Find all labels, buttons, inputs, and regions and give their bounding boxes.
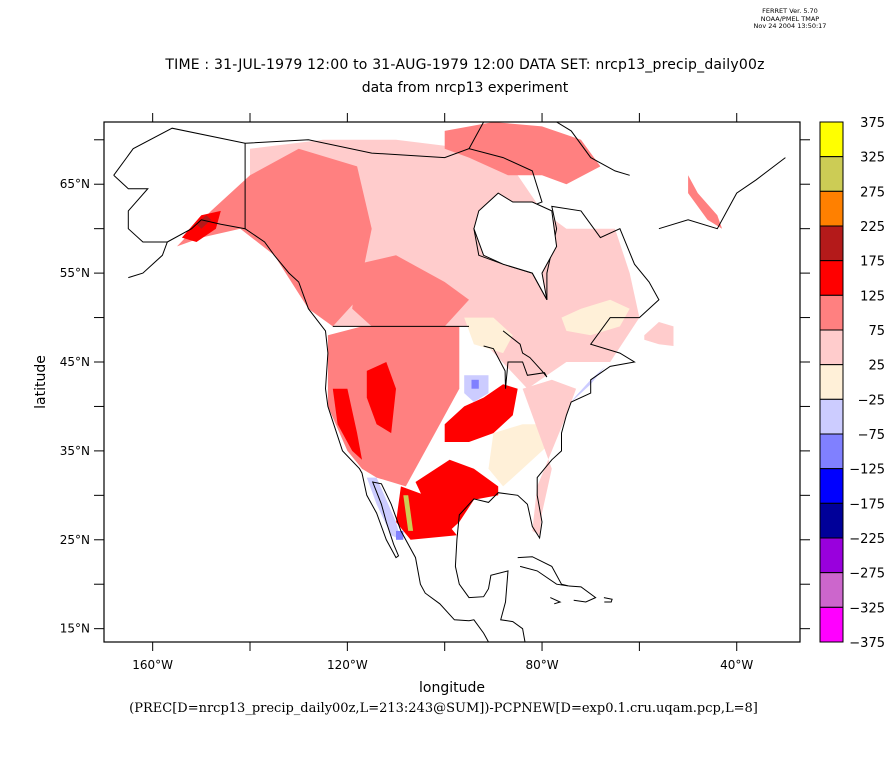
field-region-california-red <box>332 388 362 460</box>
colorbar-swatch <box>819 606 844 643</box>
y-tick-label: 15°N <box>60 622 90 636</box>
field-region-alaska-canada-west <box>177 148 372 327</box>
field-region-us-rockies-red <box>366 362 396 434</box>
colorbar-label: −275 <box>849 567 885 582</box>
ferret-stamp: FERRET Ver. 5.70 NOAA/PMEL TMAP Nov 24 2… <box>715 7 865 31</box>
colorbar-label: 325 <box>860 151 885 166</box>
colorbar-swatch <box>819 260 844 296</box>
colorbar-swatch <box>819 398 844 435</box>
coastline-segment <box>483 330 548 389</box>
colorbar-swatch <box>819 294 844 331</box>
field-region-prairie-north <box>352 255 469 327</box>
colorbar-label: −375 <box>849 636 885 651</box>
plot-subtitle: data from nrcp13 experiment <box>361 80 569 96</box>
plot-title: TIME : 31-JUL-1979 12:00 to 31-AUG-1979 … <box>165 57 765 73</box>
colorbar-swatch <box>819 121 844 158</box>
colorbar-label: 25 <box>868 359 885 374</box>
x-tick-label: 80°W <box>525 658 558 672</box>
y-tick-label: 65°N <box>60 177 90 191</box>
x-axis-label: longitude <box>419 680 485 696</box>
hudson-bay <box>473 192 558 301</box>
colorbar-label: −175 <box>849 497 885 512</box>
colorbar-swatch <box>819 572 844 608</box>
colorbar-label: −125 <box>849 463 885 478</box>
colorbar: 375 325 275 225 175 125 75 25 −25 −75 −125 −175 −225… <box>819 116 885 651</box>
stamp-org: NOAA/PMEL TMAP <box>760 14 820 23</box>
field-region-alaska-gulf-dark <box>196 215 212 229</box>
coastline-segment <box>167 219 489 642</box>
field-region-iowa-core <box>471 379 479 389</box>
colorbar-swatch <box>819 364 844 400</box>
field-region-southeast-neg <box>488 424 552 487</box>
colorbar-label: −75 <box>858 428 885 443</box>
stamp-version: FERRET Ver. 5.70 <box>762 7 818 15</box>
colorbar-swatch <box>819 502 844 539</box>
colorbar-label: 225 <box>860 220 885 235</box>
field-region-sonora-blue <box>396 530 404 540</box>
colorbar-label: −25 <box>858 393 885 408</box>
x-tick-label: 160°W <box>132 658 173 672</box>
colorbar-swatch <box>819 156 844 192</box>
colorbar-label: −225 <box>849 532 885 547</box>
x-tick-label: 40°W <box>720 658 753 672</box>
coastlines <box>113 122 786 642</box>
colorbar-label: 75 <box>868 324 885 339</box>
field-region-great-lakes-north-neg <box>464 317 513 354</box>
coastline-segment <box>550 597 562 605</box>
coastline-segment <box>113 174 169 279</box>
colorbar-swatch <box>819 190 844 227</box>
field-region-greenland-south <box>688 175 723 229</box>
colorbar-label: 125 <box>860 289 885 304</box>
colorbar-swatch <box>819 468 844 504</box>
y-axis: 15°N 25°N 35°N 45°N 55°N 65°N <box>60 139 810 636</box>
colorbar-label: 375 <box>860 116 885 131</box>
precip-field <box>177 122 723 540</box>
y-axis-label: latitude <box>33 355 49 409</box>
field-region-mexico-yellow <box>403 495 414 531</box>
field-region-east-coast-pos <box>522 379 577 536</box>
field-region-newfoundland <box>644 322 674 346</box>
y-tick-label: 45°N <box>60 355 90 369</box>
colorbar-swatch <box>819 329 844 366</box>
colorbar-swatch <box>819 225 844 262</box>
y-tick-label: 25°N <box>60 533 90 547</box>
field-region-arctic-islands <box>444 122 601 185</box>
stamp-date: Nov 24 2004 13:50:17 <box>753 22 827 30</box>
colorbar-swatch <box>819 537 844 574</box>
field-region-us-midwest-band <box>444 384 518 442</box>
x-tick-label: 120°W <box>327 658 368 672</box>
expression-label: (PREC[D=nrcp13_precip_daily00z,L=213:243… <box>129 701 758 716</box>
colorbar-label: 175 <box>860 255 885 270</box>
coastline-segment <box>517 556 569 587</box>
field-region-baja-neg <box>366 477 401 540</box>
y-tick-label: 35°N <box>60 444 90 458</box>
coastline-segment <box>658 157 786 230</box>
colorbar-label: 275 <box>860 185 885 200</box>
plot-frame <box>103 121 801 643</box>
field-region-quebec-labrador-lowneg <box>561 299 630 336</box>
coastline-segment <box>603 597 613 603</box>
y-tick-label: 55°N <box>60 266 90 280</box>
x-axis: 160°W 120°W 80°W 40°W <box>132 113 753 672</box>
coastline-segment <box>568 585 597 603</box>
coastline-segment <box>468 122 630 176</box>
colorbar-label: −325 <box>849 601 885 616</box>
colorbar-swatch <box>819 433 844 470</box>
